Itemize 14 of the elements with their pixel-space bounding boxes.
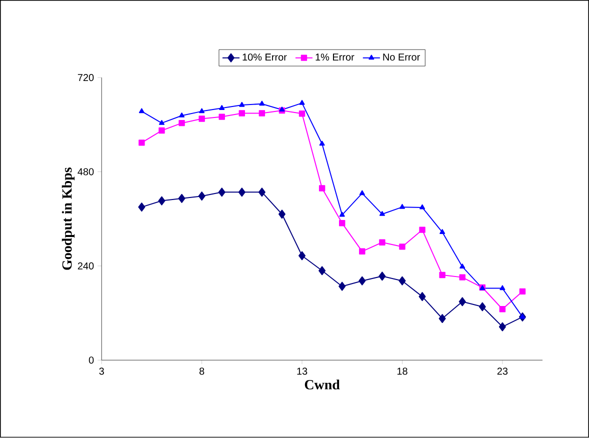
y-tick-label: 0 [88, 356, 94, 364]
x-tick-label: 8 [199, 368, 204, 375]
x-tick-label: 23 [497, 368, 508, 375]
legend-label: 10% Error [242, 54, 287, 61]
legend-label: 1% Error [316, 54, 354, 61]
y-tick-label: 480 [78, 168, 94, 176]
legend-label: No Error [383, 54, 420, 61]
y-tick-label: 720 [78, 74, 94, 82]
y-axis-title: Goodput in Kbps [62, 168, 75, 270]
y-tick-label: 240 [78, 262, 94, 270]
x-tick-label: 18 [397, 368, 408, 375]
x-axis-title: Cwnd [304, 380, 340, 390]
x-tick-label: 13 [297, 368, 308, 375]
x-tick-label: 3 [99, 368, 104, 375]
